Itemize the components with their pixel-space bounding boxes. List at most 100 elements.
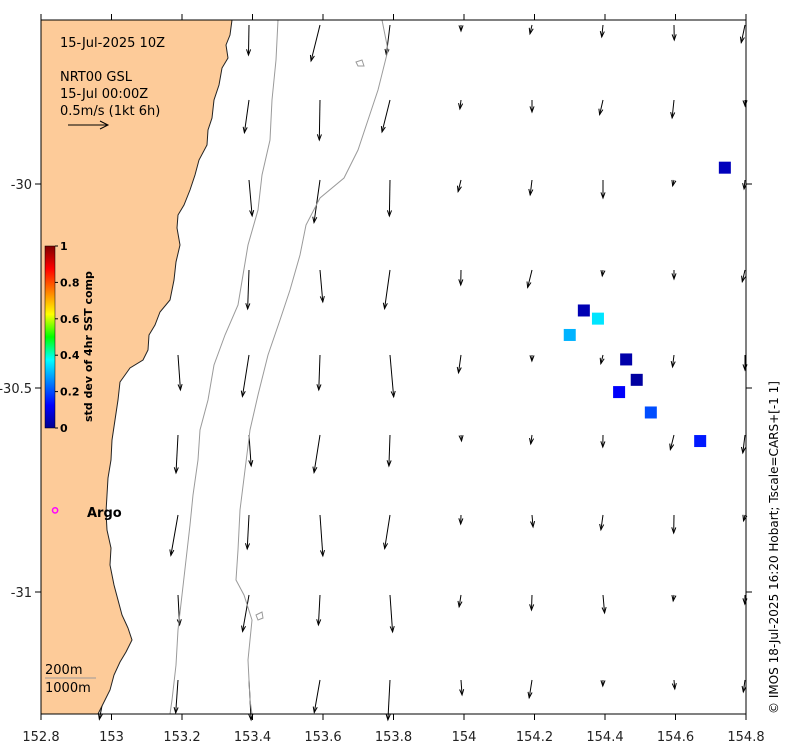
colorbar-tick-label: 1 <box>60 240 68 253</box>
current-arrow-head <box>457 600 463 609</box>
current-arrow <box>242 594 250 632</box>
y-axis: -30 -30.5 -31 <box>0 178 752 601</box>
current-arrow-head <box>529 604 535 612</box>
product-time-label: 15-Jul 00:00Z <box>60 87 148 102</box>
current-arrow-head <box>458 102 464 111</box>
current-arrow-head <box>380 126 386 134</box>
current-arrow <box>527 269 533 288</box>
current-arrow-head <box>671 34 677 42</box>
x-tick-label: 154.2 <box>516 730 553 745</box>
current-arrow <box>602 594 606 613</box>
current-arrow <box>460 679 463 695</box>
current-arrow-head <box>600 192 606 200</box>
isobath-1000m <box>235 19 389 715</box>
sst-cell <box>694 435 707 448</box>
current-arrow <box>177 354 181 390</box>
argo-marker[interactable] <box>51 507 59 514</box>
depth-label-200m: 200m <box>45 663 82 678</box>
current-arrow-head <box>319 549 325 558</box>
colorbar-tick-label: 0.2 <box>60 386 80 399</box>
x-tick-label: 153.6 <box>304 730 341 745</box>
current-arrow <box>319 269 324 302</box>
scale-label: 0.5m/s (1kt 6h) <box>60 104 160 119</box>
current-arrow <box>313 679 321 713</box>
current-arrow <box>528 679 533 698</box>
current-arrow-head <box>390 390 396 399</box>
current-arrow <box>388 434 391 466</box>
colorbar-ticks: 1 0.8 0.6 0.4 0.2 0 <box>55 240 80 435</box>
current-arrow-head <box>245 303 251 311</box>
argo-label: Argo <box>87 506 122 521</box>
colorbar-tick-label: 0.8 <box>60 276 80 289</box>
current-arrow-head <box>600 441 606 449</box>
y-tick-label: -30.5 <box>0 382 32 397</box>
current-arrow-head <box>169 549 175 557</box>
current-arrow-head <box>741 275 746 284</box>
current-arrow-head <box>316 134 322 142</box>
current-arrow-head <box>599 30 605 39</box>
current-arrow <box>248 434 252 466</box>
current-arrow <box>457 179 462 192</box>
current-arrow-head <box>246 49 252 57</box>
current-arrow <box>669 434 675 450</box>
current-arrow-head <box>248 460 254 468</box>
current-arrow-head <box>671 683 677 691</box>
current-arrow <box>672 354 675 367</box>
current-arrow-head <box>598 108 604 117</box>
current-arrow <box>243 99 250 133</box>
current-arrow <box>529 24 533 34</box>
isobath-small-feature <box>255 611 264 621</box>
current-arrow-head <box>458 435 464 443</box>
current-arrow <box>387 679 391 720</box>
current-arrow <box>531 514 534 527</box>
current-arrow-head <box>309 54 315 63</box>
current-arrow <box>318 99 321 141</box>
current-arrow <box>599 99 604 115</box>
depth-label-1000m: 1000m <box>45 681 91 696</box>
current-arrow <box>247 269 250 309</box>
current-arrow-head <box>530 521 536 529</box>
y-tick-label: -30 <box>11 178 32 193</box>
current-arrow <box>385 24 391 55</box>
current-arrow <box>530 594 533 611</box>
current-arrow-head <box>601 607 607 615</box>
current-arrow <box>313 434 321 473</box>
current-arrow-head <box>383 542 389 551</box>
current-arrow-head <box>526 281 532 289</box>
x-tick-label: 153.4 <box>234 730 271 745</box>
current-arrow-head <box>173 707 179 715</box>
current-arrow-head <box>739 36 745 45</box>
current-arrow-head <box>529 437 535 446</box>
current-arrow <box>310 24 321 62</box>
current-arrow-head <box>316 619 322 627</box>
isobath-small-feature <box>355 59 365 67</box>
colorbar-tick-label: 0 <box>60 422 68 435</box>
current-arrow <box>530 434 533 444</box>
current-arrow-head <box>249 209 255 218</box>
colorbar-tick-label: 0.6 <box>60 313 80 326</box>
current-arrow-head <box>176 619 182 627</box>
current-arrow-head <box>97 713 103 721</box>
current-arrow <box>388 179 391 217</box>
current-arrow-head <box>312 466 318 474</box>
current-arrow-head <box>240 390 246 398</box>
sst-cell <box>620 353 633 366</box>
current-arrow-head <box>312 216 318 225</box>
current-arrow <box>673 679 676 690</box>
current-arrow <box>529 179 533 195</box>
sst-cell <box>577 304 590 317</box>
current-arrow-head <box>458 518 464 526</box>
current-arrow <box>170 514 179 556</box>
current-arrow-head <box>670 360 676 369</box>
current-arrow-head <box>456 366 462 375</box>
current-arrow-head <box>529 355 535 363</box>
current-arrow-head <box>527 691 533 700</box>
timestamp-label: 15-Jul-2025 10Z <box>60 36 165 51</box>
current-arrow-head <box>241 625 247 633</box>
current-arrow-head <box>669 443 675 451</box>
current-arrow <box>381 99 391 133</box>
sst-cell <box>718 161 731 174</box>
current-arrow-head <box>458 279 464 287</box>
colorbar <box>44 245 56 429</box>
current-arrow <box>389 354 395 397</box>
